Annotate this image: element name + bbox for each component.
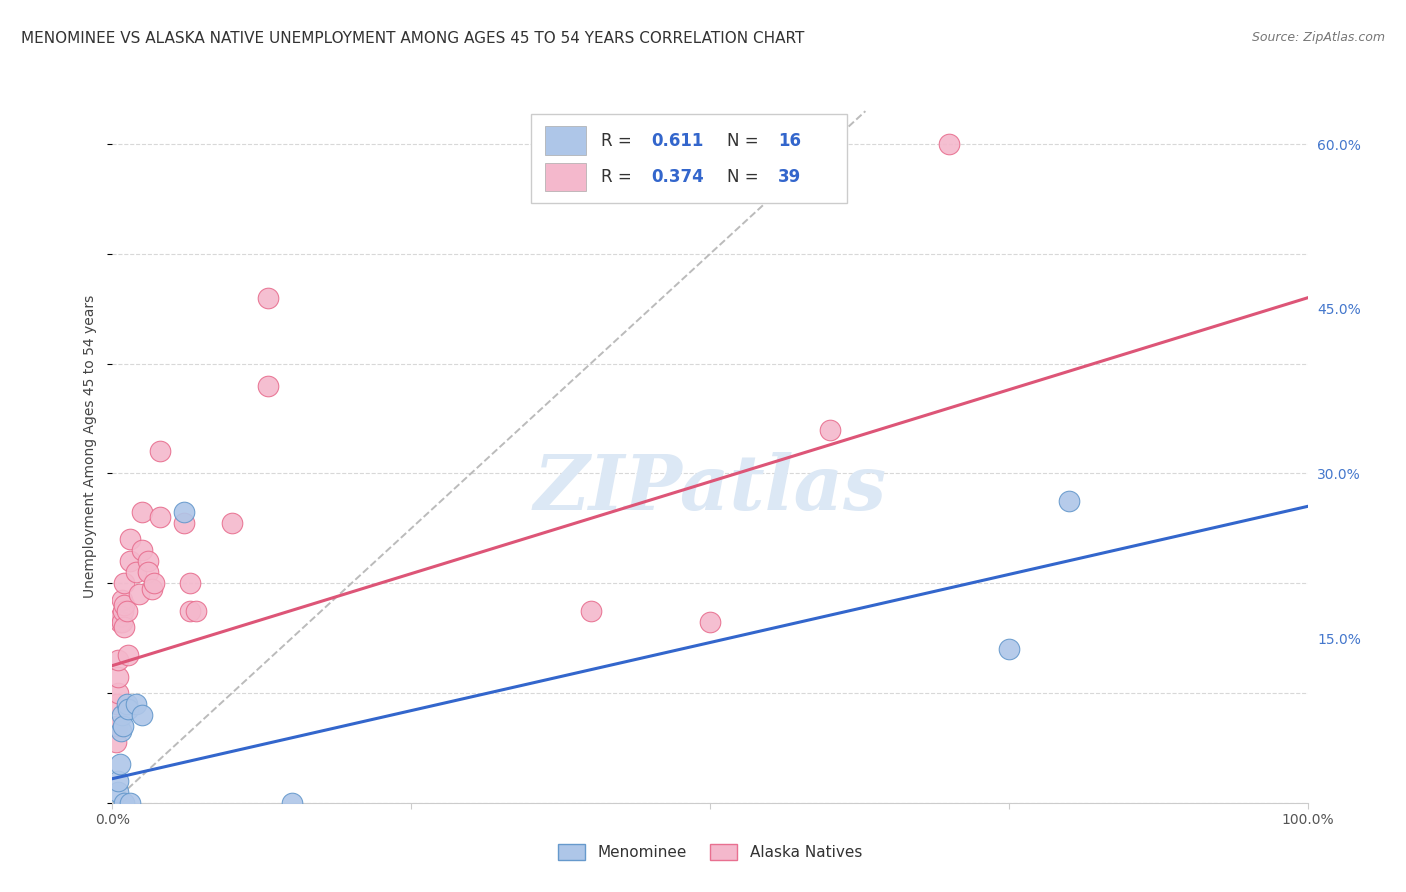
Point xyxy=(138,566,160,580)
Point xyxy=(111,708,134,723)
Text: R =: R = xyxy=(602,168,637,186)
Text: N =: N = xyxy=(727,132,763,150)
Point xyxy=(111,615,134,629)
Point xyxy=(107,785,129,799)
Point xyxy=(143,576,166,591)
FancyBboxPatch shape xyxy=(531,114,848,203)
Point xyxy=(1057,494,1080,508)
Point xyxy=(173,505,195,519)
Point xyxy=(107,773,129,788)
Point xyxy=(108,757,131,772)
Point xyxy=(120,796,142,810)
Point xyxy=(138,554,160,568)
Point xyxy=(115,697,138,711)
Point xyxy=(107,653,129,667)
Point xyxy=(998,642,1021,657)
Point xyxy=(579,604,602,618)
Point xyxy=(114,796,135,810)
Legend: Menominee, Alaska Natives: Menominee, Alaska Natives xyxy=(553,838,868,866)
Text: Source: ZipAtlas.com: Source: ZipAtlas.com xyxy=(1251,31,1385,45)
Point xyxy=(114,620,135,634)
Text: 16: 16 xyxy=(778,132,801,150)
Point xyxy=(108,615,131,629)
Text: 39: 39 xyxy=(778,168,801,186)
Point xyxy=(110,724,132,739)
Point xyxy=(114,576,135,591)
Point xyxy=(107,686,129,700)
Point xyxy=(112,719,135,733)
Point xyxy=(112,604,135,618)
Point xyxy=(141,582,163,596)
Point xyxy=(110,609,132,624)
Point xyxy=(125,697,148,711)
Point xyxy=(105,735,128,749)
Point xyxy=(111,592,134,607)
Point xyxy=(105,697,128,711)
Text: N =: N = xyxy=(727,168,763,186)
Point xyxy=(173,516,195,530)
Point xyxy=(128,587,150,601)
Point xyxy=(117,648,139,662)
Point xyxy=(257,378,280,392)
Point xyxy=(125,566,148,580)
Point xyxy=(131,505,153,519)
Point xyxy=(281,796,304,810)
Point xyxy=(114,598,135,612)
Point xyxy=(107,669,129,683)
Point xyxy=(699,615,721,629)
Point xyxy=(131,708,153,723)
Y-axis label: Unemployment Among Ages 45 to 54 years: Unemployment Among Ages 45 to 54 years xyxy=(83,294,97,598)
Point xyxy=(117,702,139,716)
Point xyxy=(818,423,841,437)
Point xyxy=(105,719,128,733)
Text: R =: R = xyxy=(602,132,637,150)
FancyBboxPatch shape xyxy=(546,127,586,155)
Point xyxy=(257,291,280,305)
Point xyxy=(186,604,208,618)
Point xyxy=(179,604,201,618)
Point xyxy=(149,510,172,524)
Point xyxy=(120,533,142,547)
Point xyxy=(131,543,153,558)
Text: 0.611: 0.611 xyxy=(651,132,704,150)
Point xyxy=(149,444,172,458)
Text: MENOMINEE VS ALASKA NATIVE UNEMPLOYMENT AMONG AGES 45 TO 54 YEARS CORRELATION CH: MENOMINEE VS ALASKA NATIVE UNEMPLOYMENT … xyxy=(21,31,804,46)
Point xyxy=(179,576,201,591)
Point xyxy=(938,137,960,152)
Point xyxy=(115,604,138,618)
Text: ZIPatlas: ZIPatlas xyxy=(533,452,887,525)
Text: 0.374: 0.374 xyxy=(651,168,704,186)
Point xyxy=(120,554,142,568)
Point xyxy=(221,516,243,530)
FancyBboxPatch shape xyxy=(546,162,586,191)
